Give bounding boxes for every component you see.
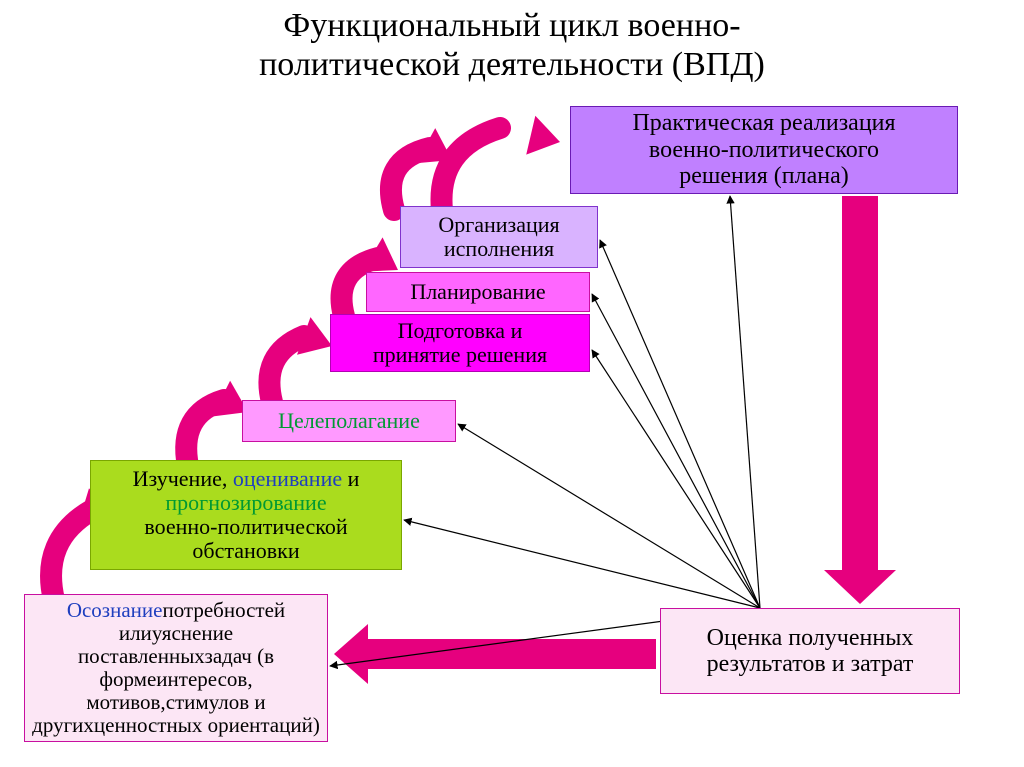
node-n6: Организацияисполнения	[400, 206, 598, 268]
node-n1: Осознаниепотребностей илиуяснение постав…	[24, 594, 328, 742]
node-n5: Планирование	[366, 272, 590, 312]
diagram-title: Функциональный цикл военно- политической…	[0, 0, 1024, 84]
node-n3: Целеполагание	[242, 400, 456, 442]
node-n7: Практическая реализациявоенно-политическ…	[570, 106, 958, 194]
node-n4: Подготовка ипринятие решения	[330, 314, 590, 372]
node-n2: Изучение, оценивание ипрогнозированиевое…	[90, 460, 402, 570]
node-n8: Оценка полученныхрезультатов и затрат	[660, 608, 960, 694]
title-line-2: политической деятельности (ВПД)	[259, 46, 765, 83]
title-line-1: Функциональный цикл военно-	[283, 7, 740, 44]
